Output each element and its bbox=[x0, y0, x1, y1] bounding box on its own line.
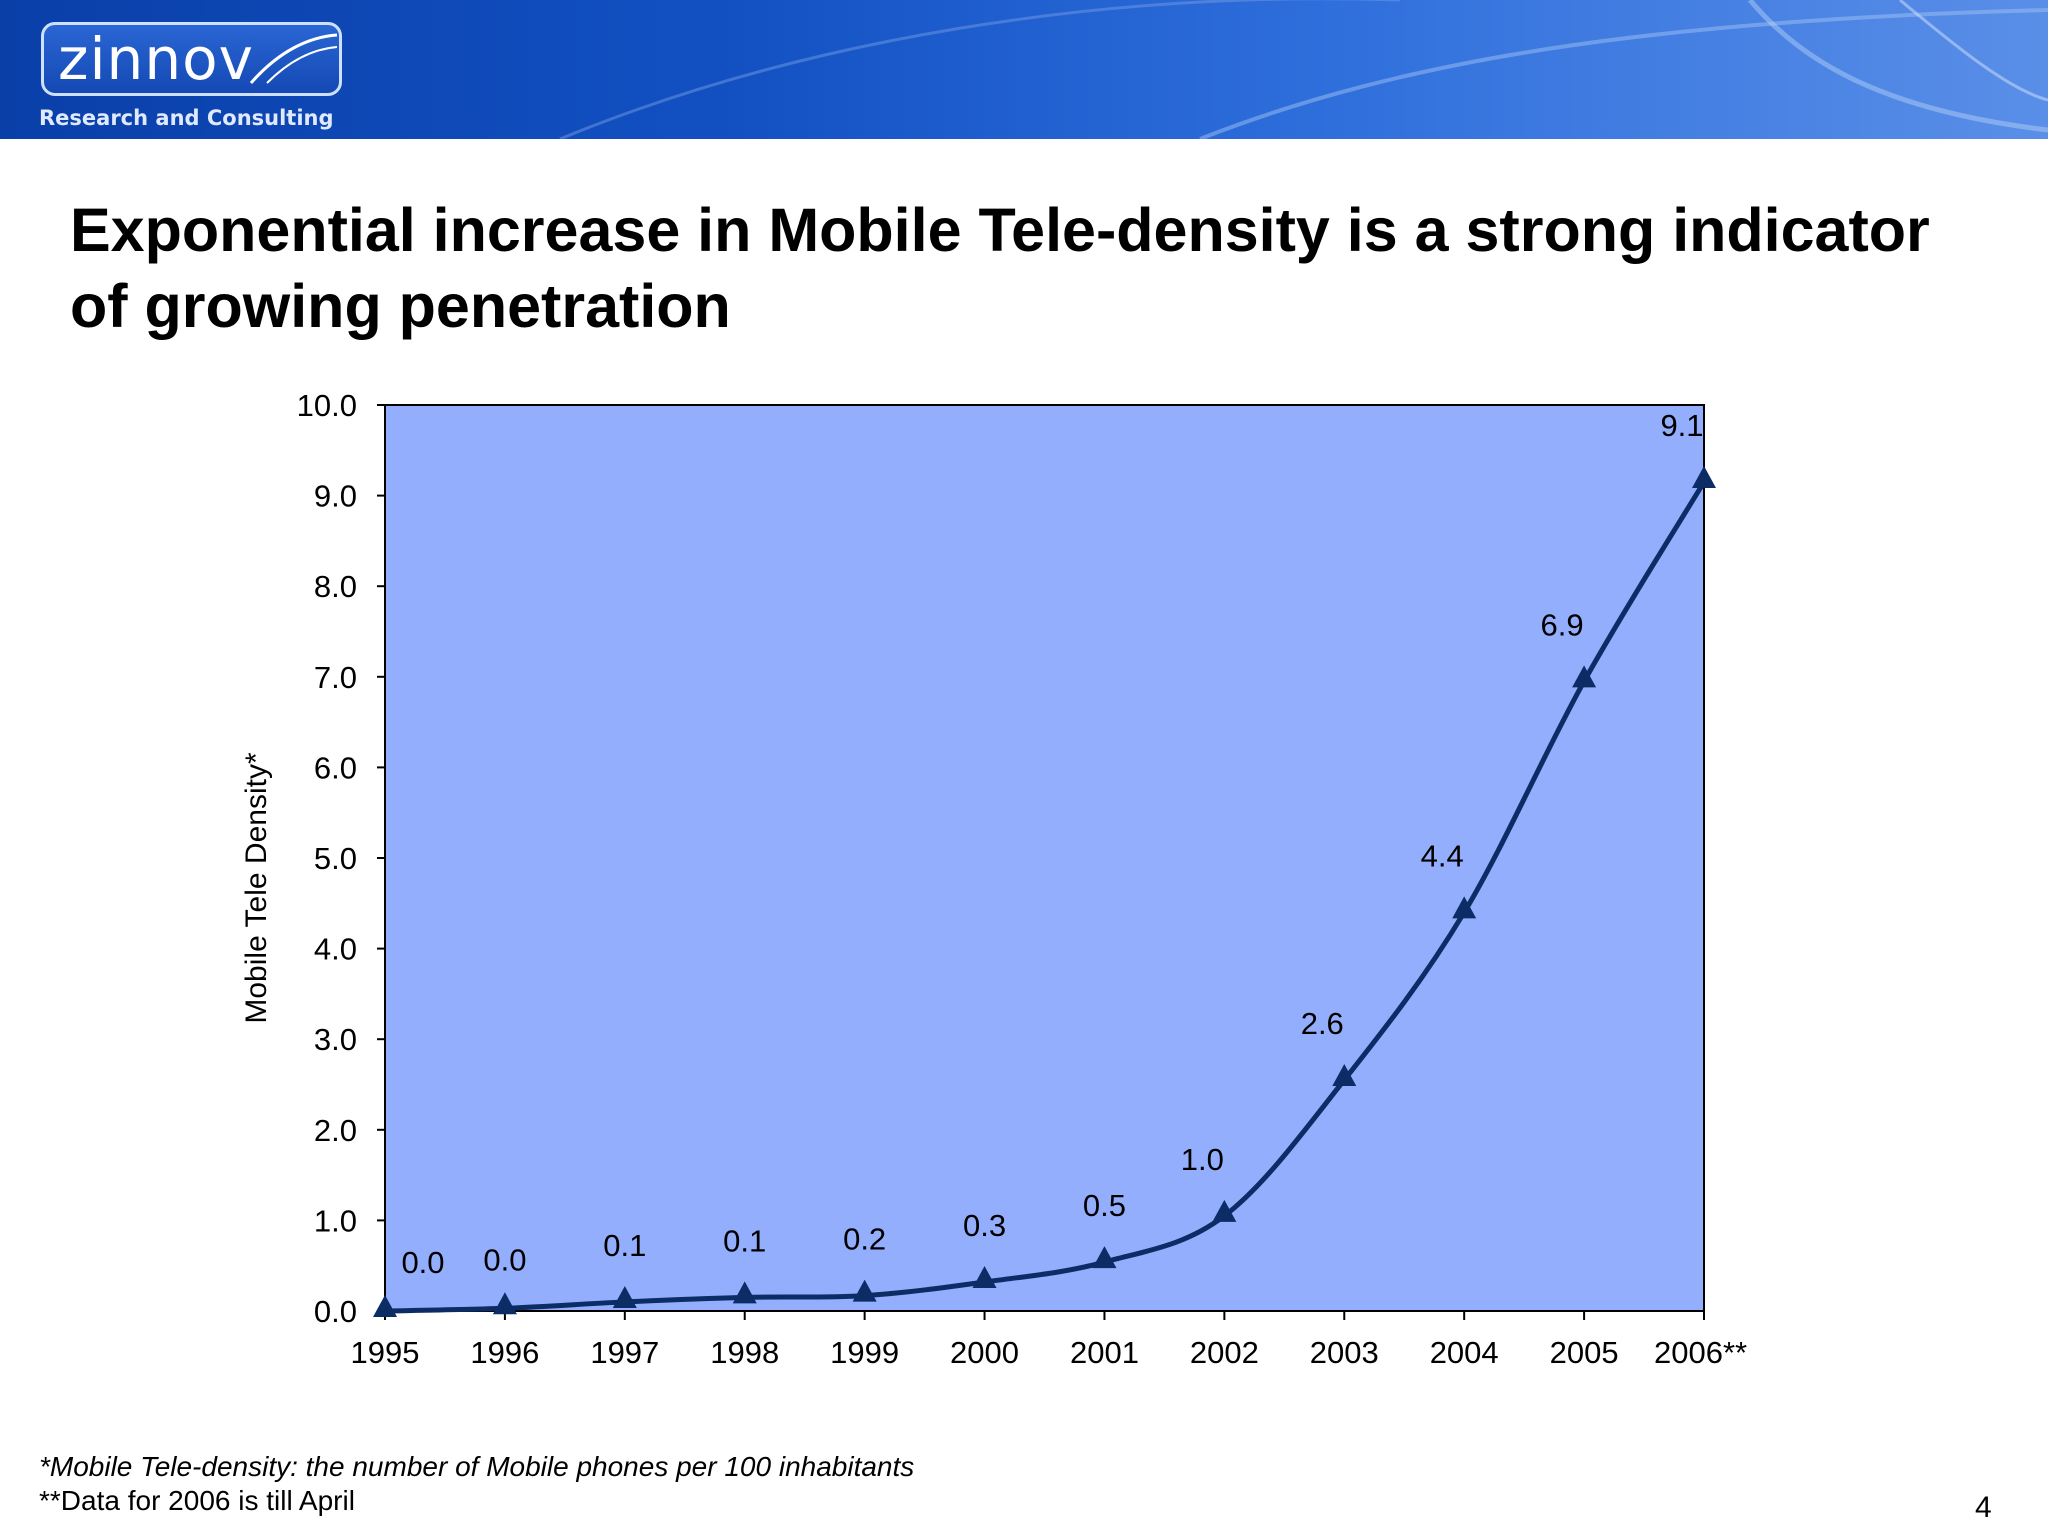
series-markers bbox=[373, 466, 1716, 1317]
y-tick-label: 6.0 bbox=[314, 750, 357, 785]
footnote-definition: *Mobile Tele-density: the number of Mobi… bbox=[39, 1451, 915, 1482]
x-tick-label: 1997 bbox=[590, 1335, 659, 1370]
logo-swirl-icon bbox=[249, 33, 338, 84]
data-point-marker bbox=[1452, 896, 1477, 919]
y-tick-label: 3.0 bbox=[314, 1022, 357, 1057]
y-tick-label: 0.0 bbox=[314, 1294, 357, 1329]
data-point-marker bbox=[373, 1295, 397, 1317]
page-number: 4 bbox=[1975, 1491, 1992, 1524]
data-point-marker bbox=[852, 1279, 877, 1302]
data-label: 9.1 bbox=[1660, 408, 1703, 443]
y-tick-label: 1.0 bbox=[314, 1203, 357, 1238]
slide-title: Exponential increase in Mobile Tele-dens… bbox=[70, 196, 1930, 340]
y-tick-label: 2.0 bbox=[314, 1113, 357, 1148]
x-tick-label: 1995 bbox=[351, 1335, 420, 1370]
x-tick-label: 2003 bbox=[1310, 1335, 1379, 1370]
data-label: 0.0 bbox=[401, 1245, 444, 1280]
data-label: 4.4 bbox=[1421, 838, 1464, 873]
logo: zinnov bbox=[41, 22, 342, 96]
y-tick-label: 8.0 bbox=[314, 569, 357, 604]
x-tick-label: 2006** bbox=[1654, 1335, 1747, 1370]
logo-wordmark: zinnov bbox=[58, 25, 254, 93]
data-labels: 0.0 0.0 0.1 0.1 0.2 0.3 0.5 1.0 2.6 4.4 6.9 9.1 bbox=[401, 408, 1703, 1280]
plot-area bbox=[384, 404, 1705, 1312]
x-tick-label: 1996 bbox=[470, 1335, 539, 1370]
data-point-marker bbox=[732, 1281, 757, 1304]
data-label: 0.0 bbox=[483, 1242, 526, 1277]
logo-tagline: Research and Consulting bbox=[39, 106, 334, 130]
x-tick-label: 2001 bbox=[1070, 1335, 1139, 1370]
data-point-marker bbox=[1332, 1063, 1357, 1086]
data-label: 2.6 bbox=[1301, 1006, 1344, 1041]
data-point-marker bbox=[492, 1292, 517, 1315]
data-label: 0.1 bbox=[723, 1223, 766, 1258]
x-tick-label: 2004 bbox=[1430, 1335, 1499, 1370]
x-tick-label: 1998 bbox=[710, 1335, 779, 1370]
x-axis: 1995 1996 1997 1998 1999 2000 2001 2002 2003 2004… bbox=[351, 1311, 1747, 1370]
data-label: 0.3 bbox=[963, 1208, 1006, 1243]
y-axis: 0.0 1.0 2.0 3.0 4.0 5.0 6.0 7.0 8.0 9.0 10.0 bbox=[297, 388, 385, 1329]
x-tick-label: 1999 bbox=[830, 1335, 899, 1370]
x-tick-label: 2000 bbox=[950, 1335, 1019, 1370]
y-tick-label: 10.0 bbox=[297, 388, 357, 423]
y-axis-label: Mobile Tele Density* bbox=[240, 752, 273, 1024]
x-tick-label: 2002 bbox=[1190, 1335, 1259, 1370]
data-point-marker bbox=[972, 1266, 997, 1289]
data-label: 1.0 bbox=[1181, 1142, 1224, 1177]
data-label: 0.2 bbox=[843, 1222, 886, 1257]
banner-swoosh-decoration bbox=[559, 0, 2048, 139]
y-tick-label: 4.0 bbox=[314, 932, 357, 967]
data-label: 0.5 bbox=[1083, 1188, 1126, 1223]
y-tick-label: 5.0 bbox=[314, 841, 357, 876]
x-tick-label: 2005 bbox=[1550, 1335, 1619, 1370]
data-point-marker bbox=[1692, 466, 1716, 489]
footnote-2006-data: **Data for 2006 is till April bbox=[39, 1485, 355, 1516]
y-tick-label: 9.0 bbox=[314, 479, 357, 514]
data-point-marker bbox=[1212, 1199, 1237, 1222]
data-point-marker bbox=[612, 1285, 637, 1308]
data-point-marker bbox=[1572, 665, 1597, 688]
header-banner: zinnov Research and Consulting bbox=[0, 0, 2048, 139]
y-tick-label: 7.0 bbox=[314, 660, 357, 695]
data-point-marker bbox=[1092, 1246, 1117, 1269]
data-label: 0.1 bbox=[603, 1228, 646, 1263]
data-label: 6.9 bbox=[1541, 607, 1584, 642]
